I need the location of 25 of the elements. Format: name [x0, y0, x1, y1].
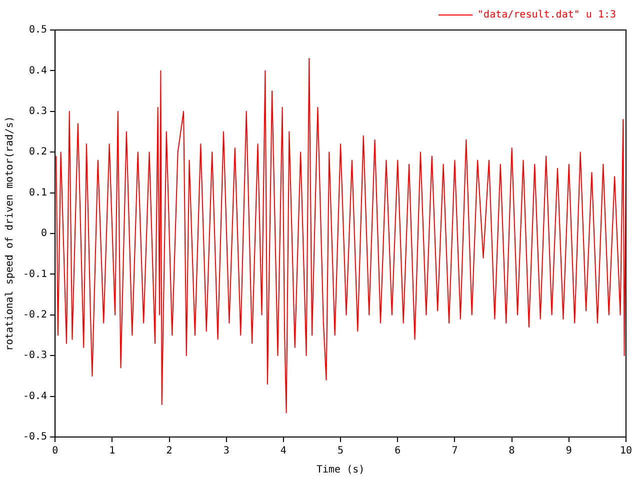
- x-tick-label: 8: [508, 446, 515, 457]
- x-tick-label: 3: [223, 446, 230, 457]
- y-tick-label: 0.3: [29, 106, 48, 117]
- x-tick-label: 5: [338, 446, 344, 457]
- y-tick-label: 0.1: [29, 187, 48, 198]
- y-tick-label: -0.1: [22, 268, 48, 280]
- x-tick-label: 4: [280, 446, 286, 457]
- y-axis-title: rotational speed of driven motor(rad/s): [4, 116, 16, 351]
- x-tick-label: 9: [566, 446, 572, 457]
- y-tick-label: 0: [41, 228, 48, 240]
- y-tick-label: -0.4: [22, 390, 48, 402]
- y-tick-label: 0.4: [29, 65, 48, 76]
- y-tick-label: -0.2: [22, 309, 48, 320]
- x-axis-title: Time (s): [316, 464, 365, 476]
- y-tick-label: -0.5: [22, 432, 48, 443]
- x-tick-label: 2: [166, 446, 172, 457]
- x-tick-label: 1: [109, 446, 116, 457]
- x-tick-label: 10: [620, 446, 632, 457]
- y-tick-label: 0.2: [29, 146, 48, 158]
- x-tick-label: 7: [452, 446, 458, 457]
- x-tick-label: 6: [394, 446, 401, 457]
- y-tick-label: -0.3: [22, 350, 48, 362]
- legend-label: "data/result.dat" u 1:3: [478, 10, 616, 21]
- y-tick-label: 0.5: [29, 24, 48, 36]
- x-tick-label: 0: [52, 446, 58, 457]
